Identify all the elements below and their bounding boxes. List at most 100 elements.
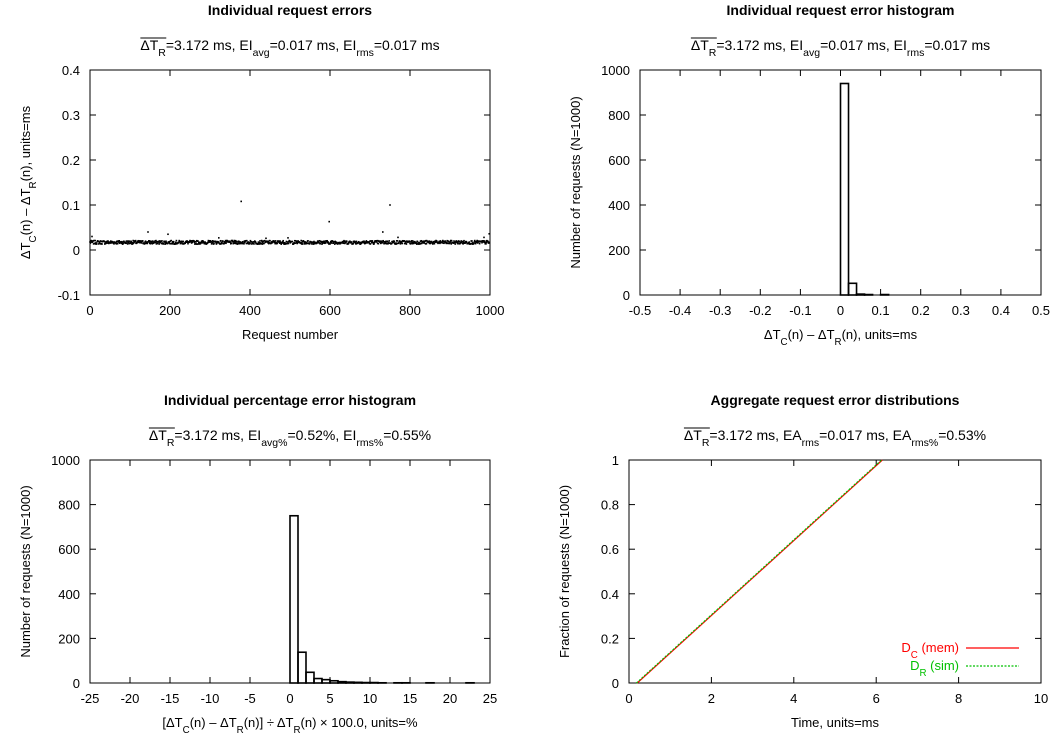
data-point xyxy=(146,242,148,245)
x-tick-label: -5 xyxy=(244,691,256,706)
data-point xyxy=(108,242,110,245)
data-point xyxy=(287,237,289,239)
y-tick-label: 0.3 xyxy=(62,108,80,123)
x-axis-label: Request number xyxy=(242,327,339,342)
data-point xyxy=(268,242,270,244)
data-point xyxy=(107,240,109,242)
data-point xyxy=(450,239,453,242)
data-point xyxy=(165,241,168,244)
data-point xyxy=(438,241,441,243)
x-tick-label: 0.1 xyxy=(872,303,890,318)
data-point xyxy=(448,240,450,243)
data-point xyxy=(266,240,269,243)
data-point xyxy=(318,239,321,242)
data-point xyxy=(343,240,346,243)
data-point xyxy=(429,242,432,245)
data-point xyxy=(204,241,206,244)
data-point xyxy=(274,241,276,244)
data-point xyxy=(326,242,329,244)
data-point xyxy=(132,242,135,244)
histogram-bar xyxy=(305,671,315,684)
data-point xyxy=(262,241,264,244)
data-point xyxy=(276,242,278,244)
data-point xyxy=(254,241,257,243)
data-point xyxy=(225,240,228,243)
data-point xyxy=(158,240,161,242)
data-point xyxy=(236,240,238,243)
x-tick-label: 15 xyxy=(403,691,417,706)
data-point xyxy=(222,240,224,242)
data-point xyxy=(140,240,142,242)
data-point xyxy=(466,241,468,244)
x-tick-label: -0.5 xyxy=(629,303,651,318)
y-tick-label: 200 xyxy=(58,631,80,646)
data-point xyxy=(184,242,186,245)
chart-subtitle: ΔTR=3.172 ms, EIavg%=0.52%, EIrms%=0.55% xyxy=(149,427,431,449)
data-point xyxy=(260,242,262,244)
data-point xyxy=(474,239,476,242)
data-point xyxy=(390,242,393,245)
x-tick-label: 0.4 xyxy=(992,303,1010,318)
data-point xyxy=(346,240,348,243)
x-tick-label: 400 xyxy=(239,303,261,318)
data-point xyxy=(304,241,307,244)
data-point xyxy=(300,239,302,242)
x-tick-label: 8 xyxy=(955,691,962,706)
data-point xyxy=(247,241,250,243)
data-point xyxy=(212,241,214,243)
data-point xyxy=(113,243,115,245)
y-tick-label: 0 xyxy=(623,288,630,303)
data-point xyxy=(211,242,213,245)
data-point xyxy=(327,241,330,244)
data-point xyxy=(414,240,416,243)
data-point xyxy=(280,242,283,245)
data-point xyxy=(335,241,338,243)
chart-panel-4: Aggregate request error distributions ΔTR… xyxy=(557,392,1048,730)
data-point xyxy=(425,242,428,245)
histogram-bar xyxy=(321,678,331,684)
data-point xyxy=(229,240,231,243)
chart-title: Aggregate request error distributions xyxy=(711,392,960,408)
y-tick-label: 400 xyxy=(608,198,630,213)
data-point xyxy=(411,241,413,244)
y-tick-label: 0.8 xyxy=(601,498,619,513)
histogram-bar xyxy=(329,679,339,684)
data-point xyxy=(270,242,272,244)
data-point xyxy=(91,235,93,238)
data-point xyxy=(461,240,464,243)
data-point xyxy=(306,242,308,244)
data-point xyxy=(430,240,433,243)
data-point xyxy=(420,242,423,245)
y-tick-label: 0 xyxy=(73,243,80,258)
data-point xyxy=(98,241,101,244)
x-axis-label: ΔTC(n) – ΔTR(n), units=ms xyxy=(764,327,918,348)
data-point xyxy=(432,243,434,245)
data-point xyxy=(330,242,333,244)
data-point xyxy=(424,243,427,245)
data-point xyxy=(292,243,295,245)
y-tick-label: 200 xyxy=(608,243,630,258)
data-point xyxy=(400,240,402,243)
data-point xyxy=(162,243,165,245)
x-tick-label: 25 xyxy=(483,691,497,706)
y-axis-label: Number of requests (N=1000) xyxy=(18,485,33,657)
y-tick-label: 0 xyxy=(612,676,619,691)
data-point xyxy=(233,242,235,244)
data-point xyxy=(134,239,137,242)
data-point xyxy=(428,242,431,245)
data-point xyxy=(180,240,183,243)
data-point xyxy=(462,242,464,245)
data-point xyxy=(405,242,407,244)
data-point xyxy=(399,243,402,245)
x-tick-label: -0.4 xyxy=(669,303,691,318)
data-point xyxy=(123,240,125,243)
data-point xyxy=(385,240,387,243)
data-point xyxy=(170,239,172,242)
data-point xyxy=(281,242,284,244)
chart-title: Individual percentage error histogram xyxy=(164,392,416,408)
data-point xyxy=(147,231,149,233)
data-point xyxy=(475,241,478,244)
data-point xyxy=(381,241,384,244)
data-point xyxy=(376,241,378,243)
